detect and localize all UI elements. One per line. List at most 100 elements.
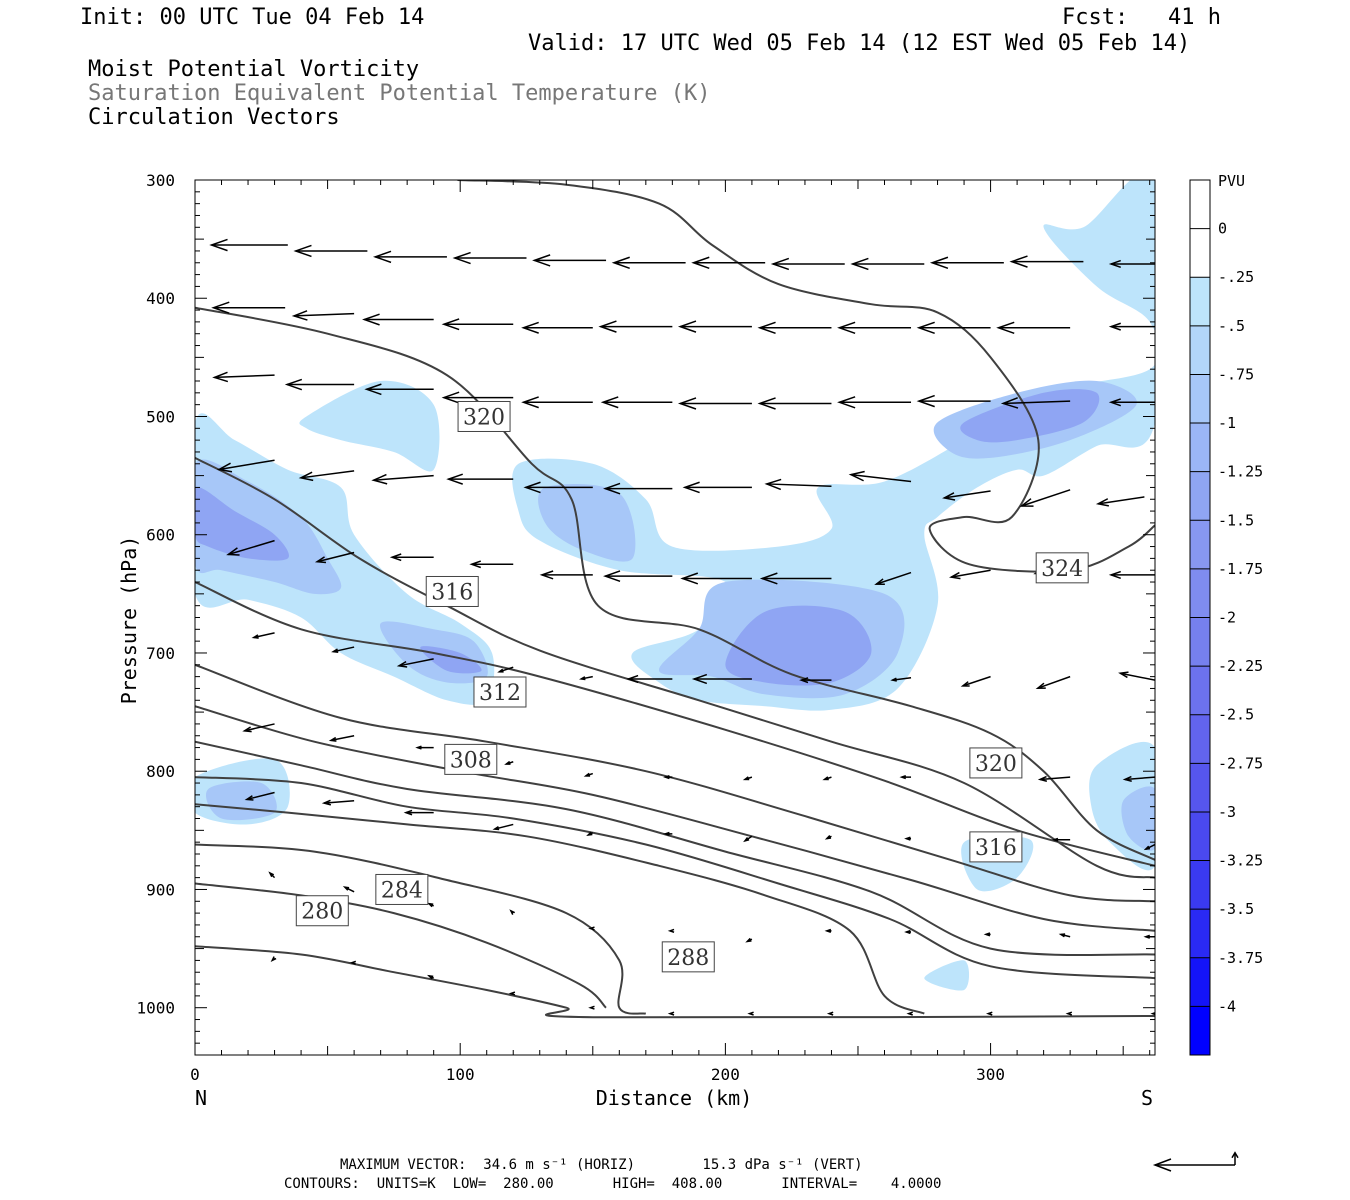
field-title-thetae: Saturation Equivalent Potential Temperat… — [88, 81, 711, 106]
vector-arrow-77 — [663, 775, 673, 780]
contour-308-4 — [195, 663, 1155, 903]
contour-label-6: 288 — [661, 941, 715, 973]
vector-arrow-5 — [611, 256, 686, 269]
y-tick-label: 1000 — [136, 999, 175, 1018]
svg-text:308: 308 — [450, 748, 492, 773]
vector-arrow-94 — [1051, 837, 1071, 842]
vector-arrow-10 — [1009, 255, 1084, 268]
vector-arrow-11 — [1108, 259, 1155, 269]
vector-arrow-13 — [291, 310, 355, 321]
contour-label-2: 312 — [473, 676, 527, 708]
pv-region-5 — [299, 380, 440, 472]
y-tick-label: 700 — [146, 644, 175, 663]
vector-arrow-14 — [362, 313, 434, 326]
colorbar-label: -.75 — [1218, 365, 1254, 383]
contour-280-11 — [195, 945, 1155, 1019]
vector-arrow-91 — [824, 834, 832, 840]
vector-arrow-54 — [680, 572, 752, 585]
vector-arrow-34 — [1000, 397, 1071, 409]
vector-arrow-74 — [415, 745, 434, 750]
colorbar-label: -3.5 — [1218, 900, 1254, 918]
vector-arrow-61 — [331, 646, 355, 654]
vector-arrow-20 — [837, 321, 912, 335]
vector-arrow-18 — [677, 320, 752, 333]
vector-arrow-87 — [492, 823, 514, 831]
vector-arrow-75 — [504, 760, 514, 765]
vector-arrow-27 — [441, 391, 514, 404]
svg-text:284: 284 — [381, 878, 423, 903]
colorbar-label: -3 — [1218, 803, 1236, 821]
pv-region-3 — [195, 486, 289, 561]
contour-label-8: 316 — [969, 831, 1023, 863]
vector-arrow-79 — [822, 776, 832, 781]
vector-arrow-66 — [691, 673, 752, 685]
vector-arrow-1 — [293, 244, 368, 258]
field-title-vectors: Circulation Vectors — [88, 105, 340, 130]
vector-arrow-48 — [226, 539, 275, 556]
vector-arrow-50 — [389, 553, 434, 562]
colorbar-units: PVU — [1218, 172, 1245, 190]
vector-arrow-60 — [251, 632, 275, 639]
vector-arrow-56 — [874, 571, 912, 586]
vector-arrow-22 — [996, 321, 1071, 335]
contour-304-5 — [195, 705, 1155, 932]
vector-arrow-44 — [848, 470, 912, 483]
vector-arrow-85 — [321, 799, 355, 806]
vector-arrow-32 — [837, 396, 912, 409]
colorbar-swatch-17 — [1190, 1006, 1210, 1056]
contour-292-8 — [195, 803, 925, 1015]
contour-label-3: 308 — [444, 743, 498, 775]
x-tick-label: 300 — [976, 1065, 1005, 1084]
svg-text:288: 288 — [667, 946, 709, 971]
x-tick-label: 200 — [711, 1065, 740, 1084]
x-axis-label: Distance (km) — [596, 1086, 753, 1110]
vector-arrow-31 — [757, 397, 832, 410]
vector-arrow-104 — [904, 929, 912, 935]
vector-arrow-71 — [1118, 671, 1155, 681]
contour-label-9: 324 — [1035, 552, 1089, 584]
colorbar-label: -2.25 — [1218, 657, 1263, 675]
contour-284-10 — [195, 882, 607, 1009]
vector-arrow-115 — [826, 1011, 834, 1016]
north-label: N — [195, 1086, 207, 1110]
colorbar-label: -2 — [1218, 609, 1236, 627]
y-tick-label: 900 — [146, 880, 175, 899]
colorbar-swatch-11 — [1190, 714, 1210, 764]
vector-arrow-97 — [342, 886, 355, 893]
vector-arrow-99 — [509, 909, 516, 915]
contour-label-layer: 320 316 312 308 280 284 288 320 316 324 — [295, 400, 1089, 973]
vector-arrow-102 — [745, 937, 753, 943]
colorbar-label: -3.25 — [1218, 852, 1263, 870]
vector-arrow-21 — [916, 321, 991, 335]
vector-arrow-83 — [1122, 775, 1155, 782]
colorbar-label: 0 — [1218, 220, 1227, 238]
vector-arrow-33 — [916, 394, 991, 408]
vector-arrow-63 — [497, 666, 514, 673]
vector-arrow-109 — [349, 960, 357, 965]
vector-arrow-29 — [600, 396, 673, 409]
colorbar-swatch-6 — [1190, 471, 1210, 521]
vector-arrow-76 — [583, 772, 594, 777]
pv-region-10 — [725, 605, 872, 686]
vector-arrow-59 — [1108, 570, 1155, 580]
vector-arrow-26 — [364, 383, 434, 396]
vector-arrow-3 — [452, 251, 527, 265]
vector-arrow-36 — [216, 459, 275, 473]
vector-arrow-106 — [1058, 933, 1071, 938]
x-tick-label: 0 — [190, 1065, 200, 1084]
max-vector-note: MAXIMUM VECTOR: 34.6 m s⁻¹ (HORIZ) 15.3 … — [340, 1157, 863, 1173]
colorbar: 0 -.25 -.5 -.75 -1 -1.25 -1.5 -1.75 -2 -2.25 -2.5 -… — [1189, 179, 1263, 1056]
vector-arrow-43 — [764, 478, 832, 491]
colorbar-swatch-2 — [1190, 277, 1210, 327]
pv-region-17 — [924, 960, 970, 991]
vector-arrow-68 — [890, 677, 912, 682]
vector-arrow-7 — [770, 257, 845, 271]
vector-arrow-101 — [667, 928, 675, 933]
vector-arrow-52 — [539, 570, 593, 580]
colorbar-swatch-13 — [1190, 811, 1210, 862]
vector-arrow-57 — [949, 569, 991, 580]
colorbar-swatch-16 — [1190, 957, 1210, 1007]
vector-arrow-12 — [211, 301, 286, 314]
colorbar-label: -1.5 — [1218, 511, 1254, 529]
vector-arrow-28 — [521, 396, 593, 409]
